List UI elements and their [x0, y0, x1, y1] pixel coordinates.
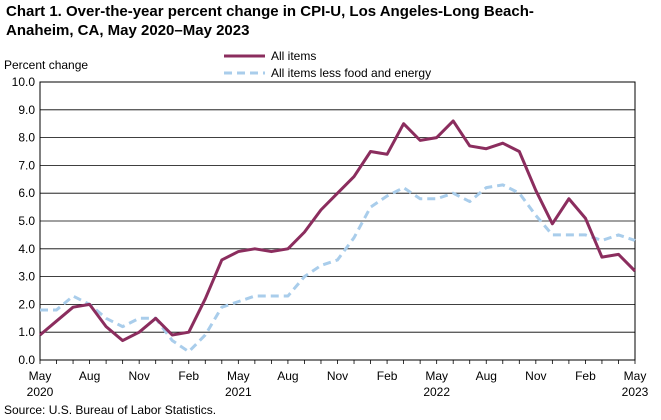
y-tick-label: 2.0: [18, 297, 35, 311]
x-tick-year-label: 2023: [622, 385, 649, 399]
y-tick-label: 3.0: [18, 270, 35, 284]
y-axis-label: Percent change: [4, 58, 89, 72]
x-tick-label: Nov: [525, 369, 546, 383]
x-tick-label: Aug: [79, 369, 100, 383]
x-tick-label: Feb: [178, 369, 199, 383]
x-tick-label: Aug: [277, 369, 298, 383]
y-tick-label: 10.0: [12, 75, 36, 89]
y-tick-label: 7.0: [18, 158, 35, 172]
y-tick-label: 4.0: [18, 242, 35, 256]
x-tick-year-label: 2021: [225, 385, 252, 399]
x-tick-label: Nov: [128, 369, 149, 383]
x-tick-label: Aug: [476, 369, 497, 383]
x-tick-label: Feb: [575, 369, 596, 383]
y-tick-label: 6.0: [18, 186, 35, 200]
x-tick-label: May: [425, 369, 448, 383]
x-tick-label: May: [227, 369, 250, 383]
x-tick-label: May: [624, 369, 647, 383]
chart-title-line1: Chart 1. Over-the-year percent change in…: [6, 3, 534, 20]
series-line-all-items: [39, 119, 637, 343]
legend-label-core: All items less food and energy: [271, 66, 431, 80]
x-tick-year-label: 2020: [27, 385, 54, 399]
y-tick-label: 1.0: [18, 325, 35, 339]
chart-title: Chart 1. Over-the-year percent change in…: [6, 2, 646, 40]
x-tick-label: Nov: [327, 369, 348, 383]
y-tick-label: 5.0: [18, 214, 35, 228]
source-note: Source: U.S. Bureau of Labor Statistics.: [4, 403, 217, 417]
x-tick-label: Feb: [377, 369, 398, 383]
x-tick-label: May: [29, 369, 52, 383]
y-tick-label: 9.0: [18, 103, 35, 117]
y-tick-label: 0.0: [18, 353, 35, 367]
chart-title-line2: Anaheim, CA, May 2020–May 2023: [6, 22, 250, 39]
legend-label-all-items: All items: [271, 49, 316, 63]
x-tick-year-label: 2022: [423, 385, 450, 399]
series-line-core: [40, 183, 636, 354]
y-tick-label: 8.0: [18, 131, 35, 145]
